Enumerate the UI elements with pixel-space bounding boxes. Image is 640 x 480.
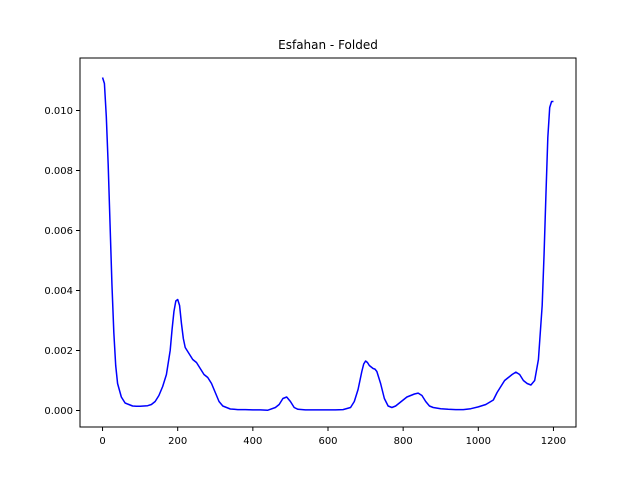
y-tick-label: 0.008	[44, 166, 73, 177]
series-layer	[101, 77, 554, 411]
x-tick-label: 200	[168, 436, 187, 447]
y-axis-ticks: 0.000 0.002 0.004 0.006 0.008 0.010	[44, 106, 80, 417]
y-tick-label: 0.002	[44, 346, 73, 357]
plot-frame	[79, 57, 577, 428]
y-tick-label: 0.004	[44, 286, 73, 297]
y-tick-label: 0.000	[44, 406, 73, 417]
y-tick-label: 0.010	[44, 106, 73, 117]
chart-title: Esfahan - Folded	[278, 38, 378, 52]
y-tick-label: 0.006	[44, 226, 73, 237]
x-axis-ticks: 0 200 400 600 800 1000 1200	[99, 427, 566, 447]
x-tick-label: 400	[243, 436, 262, 447]
x-tick-label: 800	[394, 436, 413, 447]
series-line-0	[101, 77, 554, 411]
x-tick-label: 600	[318, 436, 337, 447]
x-tick-label: 1000	[466, 436, 491, 447]
x-tick-label: 0	[99, 436, 105, 447]
x-tick-label: 1200	[541, 436, 566, 447]
